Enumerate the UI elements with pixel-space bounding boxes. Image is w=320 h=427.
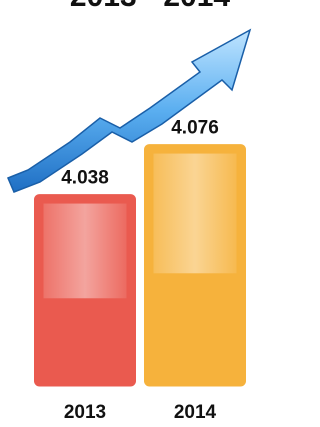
bar-shine [44, 204, 127, 299]
value-label: 4.038 [61, 168, 109, 189]
chart: 2013 - 2014 2013 4.038 2014 4.076 [0, 0, 266, 427]
x-tick-label: 2014 [174, 402, 217, 423]
bar-shine [154, 154, 237, 274]
value-label: 4.076 [171, 118, 219, 139]
x-tick-label: 2013 [64, 402, 106, 423]
chart-title: 2013 - 2014 [70, 0, 230, 13]
